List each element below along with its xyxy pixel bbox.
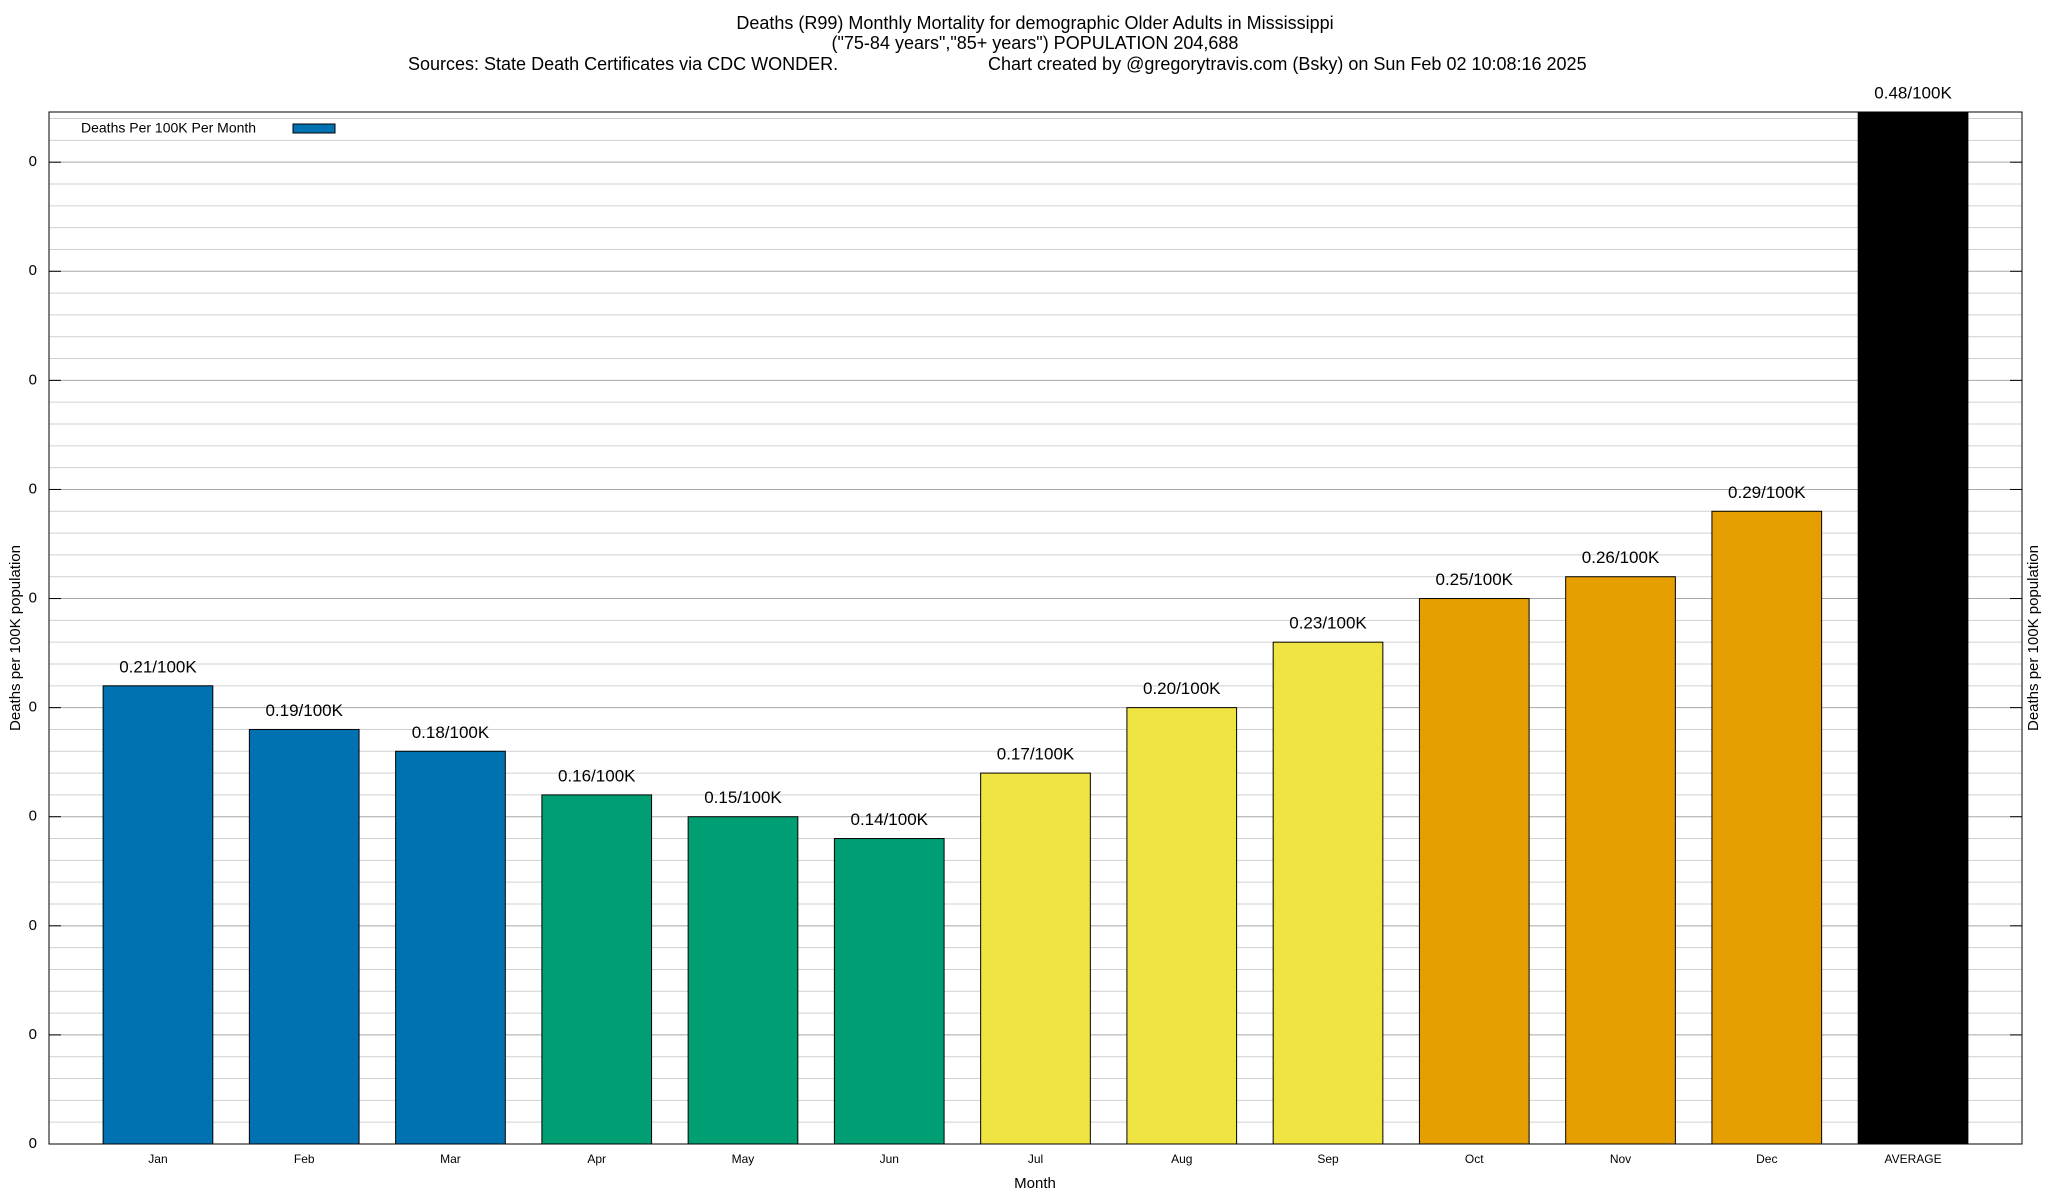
value-label: 0.25/100K	[1436, 570, 1514, 589]
value-label: 0.26/100K	[1582, 548, 1660, 567]
value-label: 0.18/100K	[412, 723, 490, 742]
x-tick-label: Dec	[1756, 1152, 1777, 1166]
chart-credit: Chart created by @gregorytravis.com (Bsk…	[988, 54, 1587, 74]
value-label: 0.17/100K	[997, 745, 1075, 764]
x-tick-label: Jan	[148, 1152, 167, 1166]
value-label: 0.15/100K	[704, 788, 782, 807]
bar	[1418, 598, 1530, 1144]
bar	[395, 750, 506, 1144]
legend-label: Deaths Per 100K Per Month	[81, 120, 256, 136]
bar	[1126, 707, 1238, 1144]
value-label: 0.48/100K	[1874, 83, 1952, 102]
value-label: 0.21/100K	[119, 657, 197, 676]
y-tick-label: 0	[29, 1026, 37, 1043]
x-tick-label: Feb	[294, 1152, 315, 1166]
x-tick-label: Nov	[1610, 1152, 1631, 1166]
legend-swatch	[292, 123, 336, 134]
bar	[1565, 576, 1676, 1144]
bars	[102, 112, 1969, 1144]
y-tick-label: 0	[29, 590, 37, 607]
y-tick-label: 0	[29, 917, 37, 934]
value-label: 0.14/100K	[850, 810, 928, 829]
x-tick-label: Sep	[1317, 1152, 1339, 1166]
chart-sources: Sources: State Death Certificates via CD…	[408, 54, 838, 74]
y-tick-label: 0	[29, 699, 37, 716]
value-label: 0.23/100K	[1289, 614, 1367, 633]
y-tick-label: 0	[29, 1135, 37, 1152]
x-axis-label: Month	[1014, 1175, 1056, 1192]
y-tick-label: 0	[29, 480, 37, 497]
y-axis-label: Deaths per 100K population	[7, 545, 24, 731]
x-tick-label: Apr	[587, 1152, 606, 1166]
bar	[1857, 112, 1969, 1144]
bar	[687, 816, 799, 1144]
bar	[102, 685, 214, 1144]
x-tick-label: Jul	[1028, 1152, 1043, 1166]
bar	[1272, 641, 1384, 1144]
value-label: 0.16/100K	[558, 766, 636, 785]
y-tick-label: 0	[29, 153, 37, 170]
plot-frame	[48, 111, 2023, 1145]
chart-title: Deaths (R99) Monthly Mortality for demog…	[736, 13, 1333, 33]
bar	[541, 794, 653, 1144]
bar	[833, 838, 945, 1144]
x-tick-label: May	[732, 1152, 755, 1166]
value-label: 0.19/100K	[265, 701, 343, 720]
x-tick-label: Mar	[440, 1152, 461, 1166]
y-tick-label: 0	[29, 808, 37, 825]
y-tick-label: 0	[29, 262, 37, 279]
chart-subtitle: ("75-84 years","85+ years") POPULATION 2…	[832, 33, 1239, 53]
bar	[980, 772, 1091, 1144]
bar	[248, 728, 360, 1144]
x-tick-label: Jun	[880, 1152, 899, 1166]
x-tick-label: AVERAGE	[1884, 1152, 1941, 1166]
value-label: 0.20/100K	[1143, 679, 1221, 698]
bar	[1711, 510, 1823, 1144]
y-tick-label: 0	[29, 371, 37, 388]
y2-axis-label: Deaths per 100K population	[2025, 545, 2042, 731]
x-tick-label: Oct	[1465, 1152, 1484, 1166]
value-label: 0.29/100K	[1728, 483, 1806, 502]
x-tick-label: Aug	[1171, 1152, 1192, 1166]
